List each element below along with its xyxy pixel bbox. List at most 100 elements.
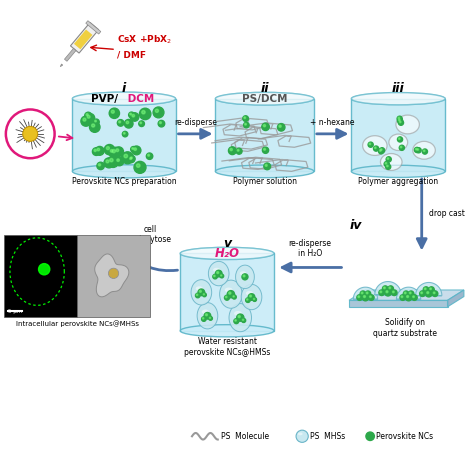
Circle shape [109, 108, 119, 118]
Circle shape [118, 121, 120, 123]
Circle shape [380, 148, 384, 153]
Ellipse shape [213, 268, 220, 272]
Circle shape [419, 291, 425, 296]
Ellipse shape [381, 154, 402, 171]
Circle shape [381, 149, 382, 150]
Circle shape [374, 146, 379, 151]
Circle shape [111, 110, 114, 113]
Circle shape [97, 148, 100, 151]
Circle shape [264, 125, 265, 127]
Text: PS/DCM: PS/DCM [242, 94, 287, 104]
Ellipse shape [403, 292, 409, 295]
Circle shape [104, 158, 114, 168]
Circle shape [370, 296, 371, 298]
Circle shape [110, 158, 113, 162]
Circle shape [360, 291, 366, 297]
Circle shape [115, 157, 124, 166]
Circle shape [262, 123, 269, 130]
Ellipse shape [351, 92, 445, 105]
Circle shape [369, 143, 371, 145]
Circle shape [237, 149, 239, 151]
Circle shape [139, 108, 151, 119]
Polygon shape [180, 254, 274, 331]
Polygon shape [416, 283, 442, 296]
Ellipse shape [73, 92, 175, 105]
Circle shape [414, 147, 419, 153]
Circle shape [413, 296, 414, 298]
Circle shape [38, 264, 50, 275]
Circle shape [97, 162, 104, 170]
Circle shape [384, 162, 389, 166]
Circle shape [421, 292, 422, 294]
Circle shape [374, 147, 376, 148]
Text: ii: ii [260, 82, 269, 95]
Circle shape [399, 145, 404, 150]
Circle shape [122, 131, 128, 137]
Text: PS  MHSs: PS MHSs [310, 432, 346, 441]
Text: Perovskite NCs: Perovskite NCs [376, 432, 433, 441]
Circle shape [153, 107, 164, 118]
Circle shape [200, 291, 201, 292]
Ellipse shape [180, 247, 274, 259]
Circle shape [228, 147, 236, 155]
Circle shape [405, 294, 412, 301]
Circle shape [424, 288, 426, 290]
Circle shape [246, 299, 248, 300]
Circle shape [214, 275, 215, 277]
Circle shape [228, 291, 235, 298]
Ellipse shape [219, 280, 242, 308]
Circle shape [426, 291, 432, 297]
Text: PS  Molecule: PS Molecule [221, 432, 269, 441]
Text: iv: iv [350, 219, 362, 232]
Text: Water resistant
perovskite NCs@HMSs: Water resistant perovskite NCs@HMSs [184, 337, 270, 357]
Circle shape [379, 290, 384, 296]
Circle shape [379, 149, 383, 154]
Circle shape [387, 165, 388, 167]
Circle shape [130, 157, 132, 159]
Circle shape [230, 148, 232, 151]
Text: H₂O: H₂O [215, 247, 240, 260]
Text: i: i [122, 82, 126, 95]
Ellipse shape [202, 310, 209, 314]
Circle shape [433, 292, 435, 294]
Circle shape [118, 119, 124, 126]
Circle shape [389, 287, 391, 289]
Circle shape [106, 146, 109, 150]
Ellipse shape [197, 302, 218, 329]
Circle shape [93, 119, 99, 125]
Circle shape [116, 149, 119, 152]
Ellipse shape [246, 291, 253, 295]
Circle shape [264, 148, 265, 150]
Circle shape [204, 312, 211, 319]
Circle shape [205, 314, 208, 316]
Circle shape [249, 295, 252, 297]
Polygon shape [215, 99, 314, 172]
Circle shape [201, 317, 206, 321]
Circle shape [245, 123, 246, 125]
Circle shape [155, 109, 158, 112]
Circle shape [99, 164, 100, 166]
Circle shape [423, 150, 425, 152]
Circle shape [416, 148, 421, 153]
Circle shape [130, 157, 132, 159]
Text: drop cast: drop cast [429, 209, 465, 218]
Text: iii: iii [392, 82, 405, 95]
Circle shape [243, 116, 248, 121]
Circle shape [243, 275, 245, 277]
Circle shape [279, 125, 281, 128]
Circle shape [129, 156, 135, 162]
Circle shape [254, 299, 255, 300]
Ellipse shape [396, 115, 419, 134]
Circle shape [225, 295, 229, 300]
Circle shape [358, 296, 360, 298]
Circle shape [408, 291, 414, 297]
Circle shape [397, 116, 402, 121]
Circle shape [23, 127, 38, 141]
Circle shape [423, 287, 429, 292]
Polygon shape [60, 64, 63, 67]
Circle shape [126, 121, 129, 124]
Circle shape [242, 319, 246, 322]
Polygon shape [74, 29, 92, 49]
Circle shape [380, 291, 382, 293]
Circle shape [428, 287, 434, 292]
